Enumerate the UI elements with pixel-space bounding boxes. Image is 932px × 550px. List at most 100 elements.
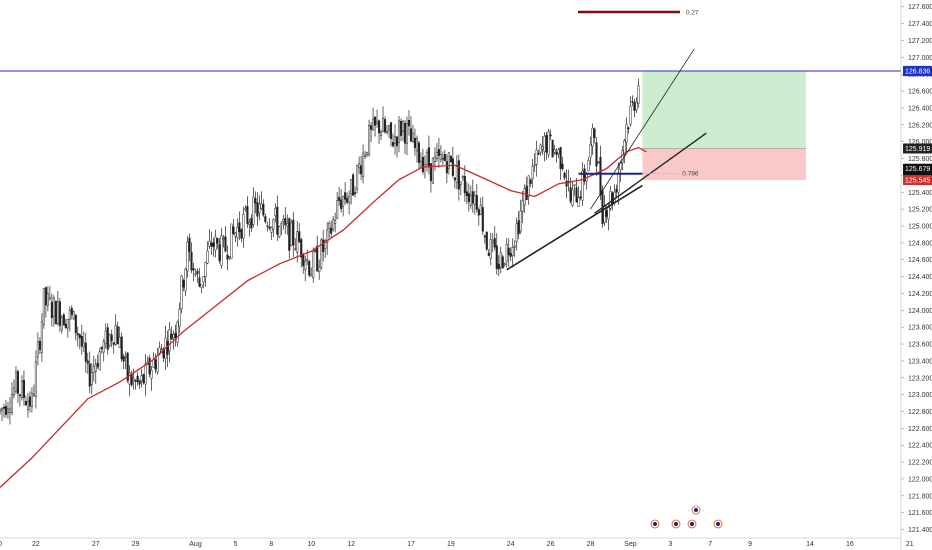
candle-body [515,223,518,242]
x-tick-label: 28 [587,541,595,548]
candle-body [180,275,183,310]
event-markers[interactable] [650,505,723,529]
x-tick-label: 10 [307,541,315,548]
candle-body [356,165,359,190]
candle-body [184,268,187,292]
candle-body [278,226,281,238]
candle-body [525,185,528,201]
candle-body [150,370,153,379]
candle-body [354,192,357,194]
candle-body [449,156,452,163]
candle-body [12,387,16,396]
candle-body [312,251,315,278]
candle-body [18,394,21,397]
y-tick-label: 125.000 [908,223,932,230]
candle-body [2,407,6,409]
candle-body [20,380,23,398]
candle-body [272,219,275,230]
candle-body [613,191,616,203]
candle-body [555,151,558,155]
candle-body [374,116,377,126]
candle-body [328,222,331,229]
candle-body [419,160,422,168]
x-tick-label: 16 [846,541,854,548]
y-tick-label: 123.200 [908,375,932,382]
candle-body [282,218,285,222]
candle-body [595,142,598,167]
candle-body [174,332,177,338]
candle-body [342,196,345,207]
candle-body [106,327,109,350]
candle-body [76,333,79,336]
candle-body [348,196,351,203]
candle-body [507,247,510,256]
candle-body [280,223,283,226]
candle-body [487,252,490,256]
y-tick-label: 122.800 [908,409,932,416]
y-tick-label: 127.600 [908,4,932,11]
candle-body [547,131,550,155]
candle-body [593,128,596,138]
candle-body [350,179,353,195]
candle-body [376,120,379,124]
candle-body [62,314,65,326]
candle-body [575,187,578,203]
candle-body [429,163,432,182]
candle-body [4,405,8,415]
candle-body [254,198,257,204]
y-tick-label: 124.800 [908,240,932,247]
candle-body [300,239,303,258]
candle-body [535,149,538,165]
candle-body [395,136,399,147]
candle-body [234,232,237,237]
candle-body [561,163,564,169]
x-tick-label: 12 [347,541,355,548]
candle-body [545,134,548,153]
candle-body [467,193,470,202]
x-tick-label: 3 [668,541,672,548]
candle-body [232,226,235,234]
candle-body [202,276,205,283]
candle-body [379,131,383,137]
candle-body [94,364,97,372]
candle-body [439,154,442,161]
candle-body [557,149,560,154]
candle-body [64,323,67,329]
candle-body [38,341,41,350]
y-tick-label: 126.600 [908,89,932,96]
candle-body [635,101,638,111]
candle-body [102,341,105,353]
candle-body [358,163,361,169]
candle-body [10,393,14,414]
candle-body [176,321,179,343]
trend-line [594,132,707,214]
candle-body [42,288,45,325]
candle-body [120,336,123,360]
candle-body [511,246,514,256]
candle-body [52,297,55,317]
y-tick-label: 122.000 [908,476,932,483]
candle-body [320,239,323,268]
candle-body [553,149,556,153]
candle-body [543,135,546,152]
candle-body [627,127,630,130]
candle-body [98,351,101,371]
candle-body [30,392,33,408]
candle-body [387,125,391,131]
candle-body [463,175,466,194]
candle-body [122,356,125,362]
candle-body [74,314,77,334]
candle-body [66,318,69,329]
candle-body [346,197,349,203]
candle-body [352,174,355,196]
candle-body [212,242,215,248]
candle-body [82,342,85,347]
candle-body [306,259,309,261]
candle-body [338,196,341,201]
candle-body [70,308,73,315]
x-tick-label: 8 [269,541,273,548]
x-tick-label: Aug [189,541,202,548]
candle-body [220,235,223,266]
candle-body [455,165,458,183]
